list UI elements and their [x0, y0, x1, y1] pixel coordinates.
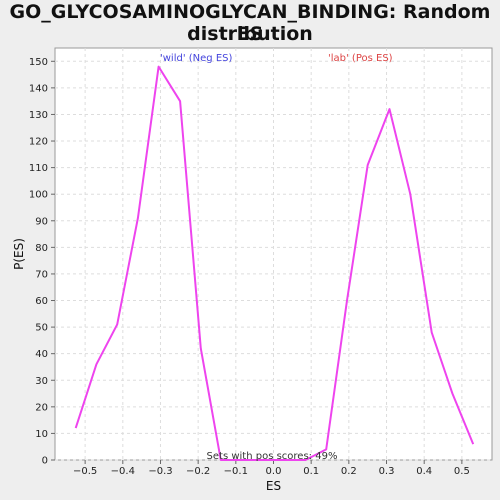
y-tick-label: 20 [35, 402, 48, 413]
y-tick-label: 0 [42, 456, 48, 467]
x-tick-label: 0.0 [266, 466, 282, 477]
x-tick-label: −0.2 [186, 466, 210, 477]
y-tick-label: 100 [29, 190, 48, 201]
x-tick-label: 0.3 [379, 466, 395, 477]
y-tick-label: 60 [35, 296, 48, 307]
series-line [74, 65, 475, 461]
y-tick-label: 150 [29, 57, 48, 68]
x-tick-label: −0.3 [148, 466, 172, 477]
x-tick-label: 0.4 [416, 466, 432, 477]
y-tick-label: 80 [35, 243, 48, 254]
pos-es-label: 'lab' (Pos ES) [328, 53, 393, 64]
x-tick-label: −0.1 [224, 466, 248, 477]
chart-title-line2: distribution [187, 23, 313, 45]
grid-lines [55, 48, 492, 461]
y-tick-label: 90 [35, 216, 48, 227]
y-axis-label: P(ES) [12, 238, 26, 270]
x-tick-label: −0.5 [73, 466, 97, 477]
neg-es-label: 'wild' (Neg ES) [160, 53, 232, 64]
y-tick-label: 70 [35, 269, 48, 280]
x-tick-label: 0.5 [454, 466, 470, 477]
y-tick-label: 120 [29, 137, 48, 148]
chart-title-line1: GO_GLYCOSAMINOGLYCAN_BINDING: Random ES [9, 1, 491, 45]
y-tick-label: 10 [35, 429, 48, 440]
sets-pos-scores-label: Sets with pos scores: 49% [207, 451, 338, 462]
y-tick-label: 110 [29, 163, 48, 174]
y-tick-label: 30 [35, 376, 48, 387]
series-layer [74, 65, 475, 461]
x-axis-label: ES [266, 479, 281, 493]
x-tick-label: 0.1 [303, 466, 319, 477]
x-tick-label: 0.2 [341, 466, 357, 477]
y-tick-label: 140 [29, 83, 48, 94]
y-tick-label: 50 [35, 323, 48, 334]
axes: 0 10 20 30 40 50 60 70 80 90 100 110 120 130 140 150 −0.… [29, 57, 470, 477]
y-tick-label: 40 [35, 349, 48, 360]
y-tick-label: 130 [29, 110, 48, 121]
x-tick-label: −0.4 [111, 466, 135, 477]
